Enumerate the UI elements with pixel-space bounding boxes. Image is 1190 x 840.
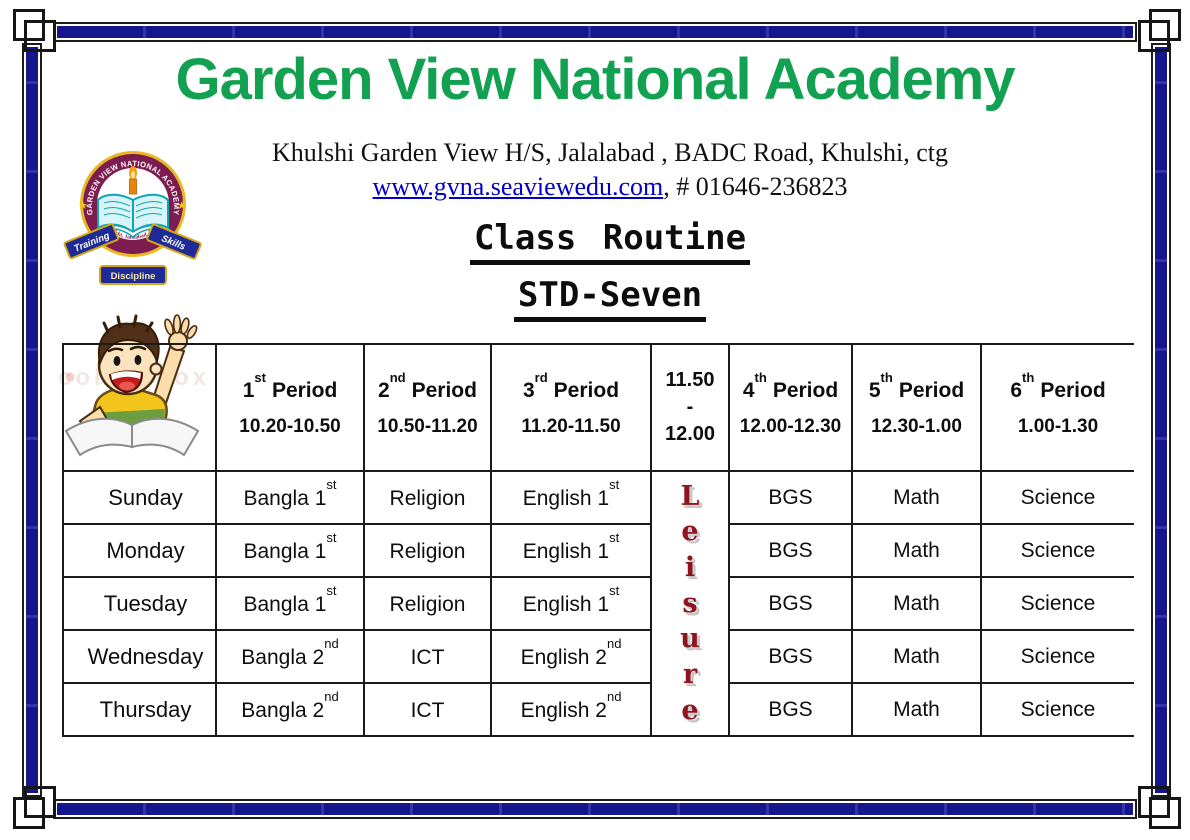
subject-cell: Bangla 2nd (215, 629, 365, 684)
subject-cell: Science (980, 576, 1134, 631)
subject-cell: Math (851, 576, 982, 631)
header-period-3: 3rdPeriod 11.20-11.50 (490, 343, 652, 472)
header-period-5: 5thPeriod 12.30-1.00 (851, 343, 982, 472)
header-break-time: 11.50 - 12.00 (650, 343, 730, 472)
subject-cell: Math (851, 629, 982, 684)
subject-cell: Science (980, 523, 1134, 578)
subject-cell: English 1st (490, 470, 652, 525)
subject-cell: English 1st (490, 523, 652, 578)
table-row-sunday: Sunday Bangla 1st Religion English 1st L… (62, 470, 1134, 737)
frame-corner-bottom-right (1135, 783, 1181, 829)
table-row-tuesday: Tuesday Bangla 1st Religion English 1st … (62, 576, 1134, 631)
subject-cell: English 2nd (490, 682, 652, 737)
subject-cell: Math (851, 470, 982, 525)
website-link[interactable]: www.gvna.seaviewedu.com (372, 172, 664, 201)
ribbon-center: Discipline (99, 265, 167, 285)
logo-star-right-icon: ★ (177, 200, 187, 212)
page-title: Garden View National Academy (175, 47, 1015, 112)
header-blank-cell (62, 343, 217, 472)
candle-icon (129, 166, 137, 195)
subject-cell: Bangla 2nd (215, 682, 365, 737)
header-period-1: 1stPeriod 10.20-10.50 (215, 343, 365, 472)
subject-cell: Bangla 1st (215, 470, 365, 525)
day-cell: Sunday (62, 470, 217, 525)
subject-cell: BGS (728, 629, 853, 684)
school-address: Khulshi Garden View H/S, Jalalabad , BAD… (271, 138, 949, 167)
day-cell: Thursday (62, 682, 217, 737)
subject-cell: BGS (728, 523, 853, 578)
subject-cell: BGS (728, 470, 853, 525)
table-row-thursday: Thursday Bangla 2nd ICT English 2nd BGS … (62, 682, 1134, 737)
subject-cell: Religion (363, 576, 492, 631)
table-header-row: 1stPeriod 10.20-10.50 2ndPeriod 10.50-11… (62, 343, 1134, 472)
subject-cell: BGS (728, 576, 853, 631)
doc-title: Class Routine (40, 218, 1180, 265)
leisure-vertical-text: L e i s u r e (680, 480, 700, 726)
table-row-wednesday: Wednesday Bangla 2nd ICT English 2nd BGS… (62, 629, 1134, 684)
subject-cell: Bangla 1st (215, 523, 365, 578)
school-logo: GARDEN VIEW NATIONAL ACADEMY West Khulsh… (63, 151, 202, 285)
frame-corner-bottom-left (13, 783, 59, 829)
frame-band-top (57, 26, 1133, 38)
subject-cell: Bangla 1st (215, 576, 365, 631)
subject-cell: BGS (728, 682, 853, 737)
contact-line: www.gvna.seaviewedu.com, # 01646-236823 (40, 172, 1180, 202)
subject-cell: Science (980, 470, 1134, 525)
subject-cell: Math (851, 682, 982, 737)
subject-cell: ICT (363, 629, 492, 684)
subject-cell: Religion (363, 523, 492, 578)
table-row-monday: Monday Bangla 1st Religion English 1st B… (62, 523, 1134, 578)
frame-band-bottom (57, 803, 1133, 815)
frame-band-right (1155, 47, 1167, 793)
subject-cell: English 1st (490, 576, 652, 631)
day-cell: Wednesday (62, 629, 217, 684)
day-cell: Monday (62, 523, 217, 578)
subject-cell: ICT (363, 682, 492, 737)
phone-number: , # 01646-236823 (663, 172, 848, 201)
header-period-2: 2ndPeriod 10.50-11.20 (363, 343, 492, 472)
leisure-cell: L e i s u r e (650, 470, 730, 737)
ribbon-center-label: Discipline (111, 271, 156, 282)
logo-star-left-icon: ★ (78, 200, 88, 212)
header-block: Khulshi Garden View H/S, Jalalabad , BAD… (40, 138, 1180, 322)
subject-cell: Religion (363, 470, 492, 525)
subject-cell: English 2nd (490, 629, 652, 684)
ribbon-right: Skills (146, 223, 202, 260)
subject-cell: Math (851, 523, 982, 578)
frame-corner-top-left (13, 9, 59, 55)
subject-cell: Science (980, 629, 1134, 684)
header-period-6: 6thPeriod 1.00-1.30 (980, 343, 1134, 472)
header-period-4: 4thPeriod 12.00-12.30 (728, 343, 853, 472)
frame-band-left (26, 47, 38, 793)
class-routine-table: 1stPeriod 10.20-10.50 2ndPeriod 10.50-11… (62, 343, 1134, 737)
day-cell: Tuesday (62, 576, 217, 631)
subject-cell: Science (980, 682, 1134, 737)
class-title: STD-Seven (40, 275, 1180, 322)
